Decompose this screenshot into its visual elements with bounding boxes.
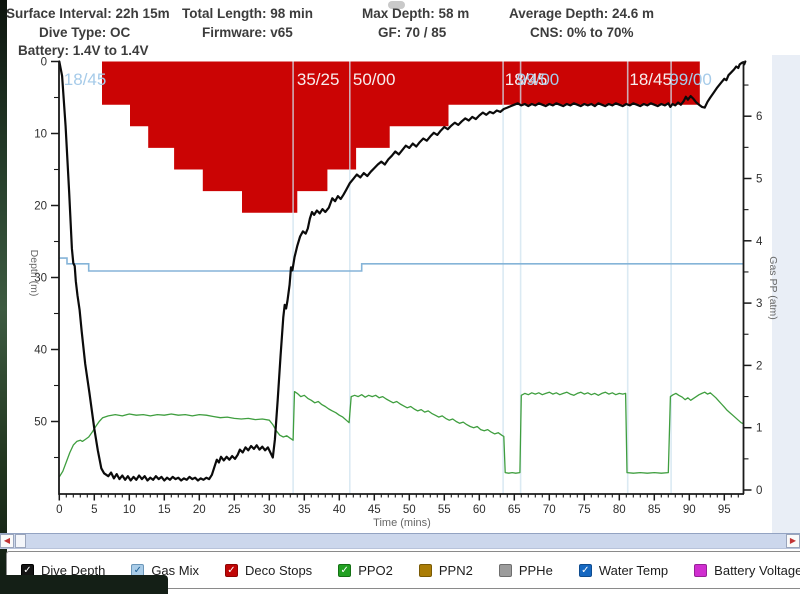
- surface-interval-stat: Surface Interval: 22h 15m: [6, 6, 170, 21]
- legend-item-label: Water Temp: [598, 562, 669, 578]
- tick-label: 40: [333, 504, 346, 516]
- tick-label: 5: [756, 174, 762, 186]
- unchecked-checkbox-icon[interactable]: [694, 563, 708, 577]
- dive-type-stat: Dive Type: OC: [39, 25, 131, 40]
- legend-item-battery-voltage[interactable]: Battery Voltage: [694, 563, 800, 578]
- tick-label: 0: [41, 57, 47, 69]
- gas-label: 50/00: [353, 70, 396, 89]
- tick-label: 0: [756, 485, 762, 497]
- scrollbar-left-button[interactable]: ◀: [0, 534, 14, 548]
- gas-label: 99/00: [517, 70, 560, 89]
- unchecked-checkbox-icon[interactable]: [418, 563, 432, 577]
- tick-label: 30: [263, 504, 276, 516]
- tick-label: 80: [613, 504, 626, 516]
- check-icon: ✓: [133, 564, 142, 576]
- ppo2-line: [58, 390, 745, 478]
- time-scrollbar[interactable]: ◀ ▶: [0, 533, 800, 549]
- tick-label: 2: [756, 360, 762, 372]
- tick-label: 10: [123, 504, 136, 516]
- desktop-background-strip: [0, 0, 7, 594]
- scrollbar-thumb[interactable]: [15, 534, 26, 548]
- checked-checkbox-icon[interactable]: ✓: [338, 563, 352, 577]
- check-icon: ✓: [581, 564, 590, 576]
- tick-label: 6: [756, 111, 762, 123]
- tick-label: 4: [756, 236, 763, 248]
- tick-label: 15: [158, 504, 171, 516]
- max-depth-stat: Max Depth: 58 m: [362, 6, 470, 21]
- legend-item-label: PPHe: [518, 562, 553, 578]
- tick-label: 75: [578, 504, 591, 516]
- unchecked-checkbox-icon[interactable]: [498, 563, 512, 577]
- gas-label: 18/45: [505, 70, 548, 89]
- tick-label: 35: [298, 504, 311, 516]
- gas-pp-axis-title: Gas PP (atm): [767, 256, 779, 319]
- tick-label: 40: [34, 345, 47, 357]
- gas-label: 35/25: [297, 70, 340, 89]
- legend-item-ppo2[interactable]: ✓ PPO2: [338, 563, 393, 578]
- gas-label: 18/45: [64, 70, 107, 89]
- tick-label: 65: [508, 504, 521, 516]
- tick-label: 1: [756, 423, 762, 435]
- tick-label: 30: [34, 273, 47, 285]
- tick-label: 50: [403, 504, 416, 516]
- legend-item-label: PPN2: [438, 562, 473, 578]
- battery-stat: Battery: 1.4V to 1.4V: [18, 43, 149, 58]
- average-depth-stat: Average Depth: 24.6 m: [509, 6, 655, 21]
- checked-checkbox-icon[interactable]: ✓: [578, 563, 592, 577]
- window-grip: [388, 1, 405, 9]
- legend-item-label: PPO2: [358, 562, 393, 578]
- gf-stat: GF: 70 / 85: [378, 25, 447, 40]
- firmware-stat: Firmware: v65: [202, 25, 293, 40]
- scrollbar-right-button[interactable]: ▶: [786, 534, 800, 548]
- tick-label: 55: [438, 504, 451, 516]
- tick-label: 5: [91, 504, 97, 516]
- panel-background: [772, 55, 800, 534]
- check-icon: ✓: [227, 564, 236, 576]
- gas-label: 18/45: [629, 70, 672, 89]
- tick-label: 50: [34, 417, 47, 429]
- tick-label: 70: [543, 504, 556, 516]
- deco-stops-area: [102, 61, 700, 213]
- checked-checkbox-icon[interactable]: ✓: [224, 563, 238, 577]
- tick-label: 20: [193, 504, 206, 516]
- tick-label: 3: [756, 298, 762, 310]
- tick-label: 85: [648, 504, 661, 516]
- dive-depth-line: [58, 60, 747, 482]
- legend-item-label: Deco Stops: [244, 562, 313, 578]
- tick-label: 20: [34, 201, 47, 213]
- total-length-stat: Total Length: 98 min: [182, 6, 313, 21]
- depth-axis-title: Depth (m): [28, 250, 40, 297]
- legend-item-pphe[interactable]: PPHe: [498, 562, 553, 578]
- desktop-background-tab: [0, 575, 168, 594]
- legend-item-gas-mix[interactable]: ✓ Gas Mix: [131, 563, 199, 578]
- tick-label: 0: [56, 504, 62, 516]
- tick-label: 25: [228, 504, 241, 516]
- tick-label: 10: [34, 129, 47, 141]
- time-axis-title: Time (mins): [373, 517, 431, 529]
- check-icon: ✓: [23, 564, 32, 576]
- tick-label: 90: [683, 504, 696, 516]
- gas-label: 99/00: [669, 70, 712, 89]
- legend-item-label: Gas Mix: [151, 562, 199, 578]
- legend-item-label: Battery Voltage: [714, 562, 800, 578]
- tick-label: 95: [718, 504, 731, 516]
- tick-label: 60: [473, 504, 486, 516]
- check-icon: ✓: [340, 564, 349, 576]
- gas-mix-line: [59, 257, 744, 272]
- legend-item-deco-stops[interactable]: ✓ Deco Stops: [224, 562, 313, 578]
- cns-stat: CNS: 0% to 70%: [530, 25, 634, 40]
- legend-item-label: Dive Depth: [41, 562, 106, 578]
- legend-item-water-temp[interactable]: ✓ Water Temp: [578, 562, 669, 578]
- legend-item-ppn2[interactable]: PPN2: [418, 562, 473, 578]
- tick-label: 45: [368, 504, 381, 516]
